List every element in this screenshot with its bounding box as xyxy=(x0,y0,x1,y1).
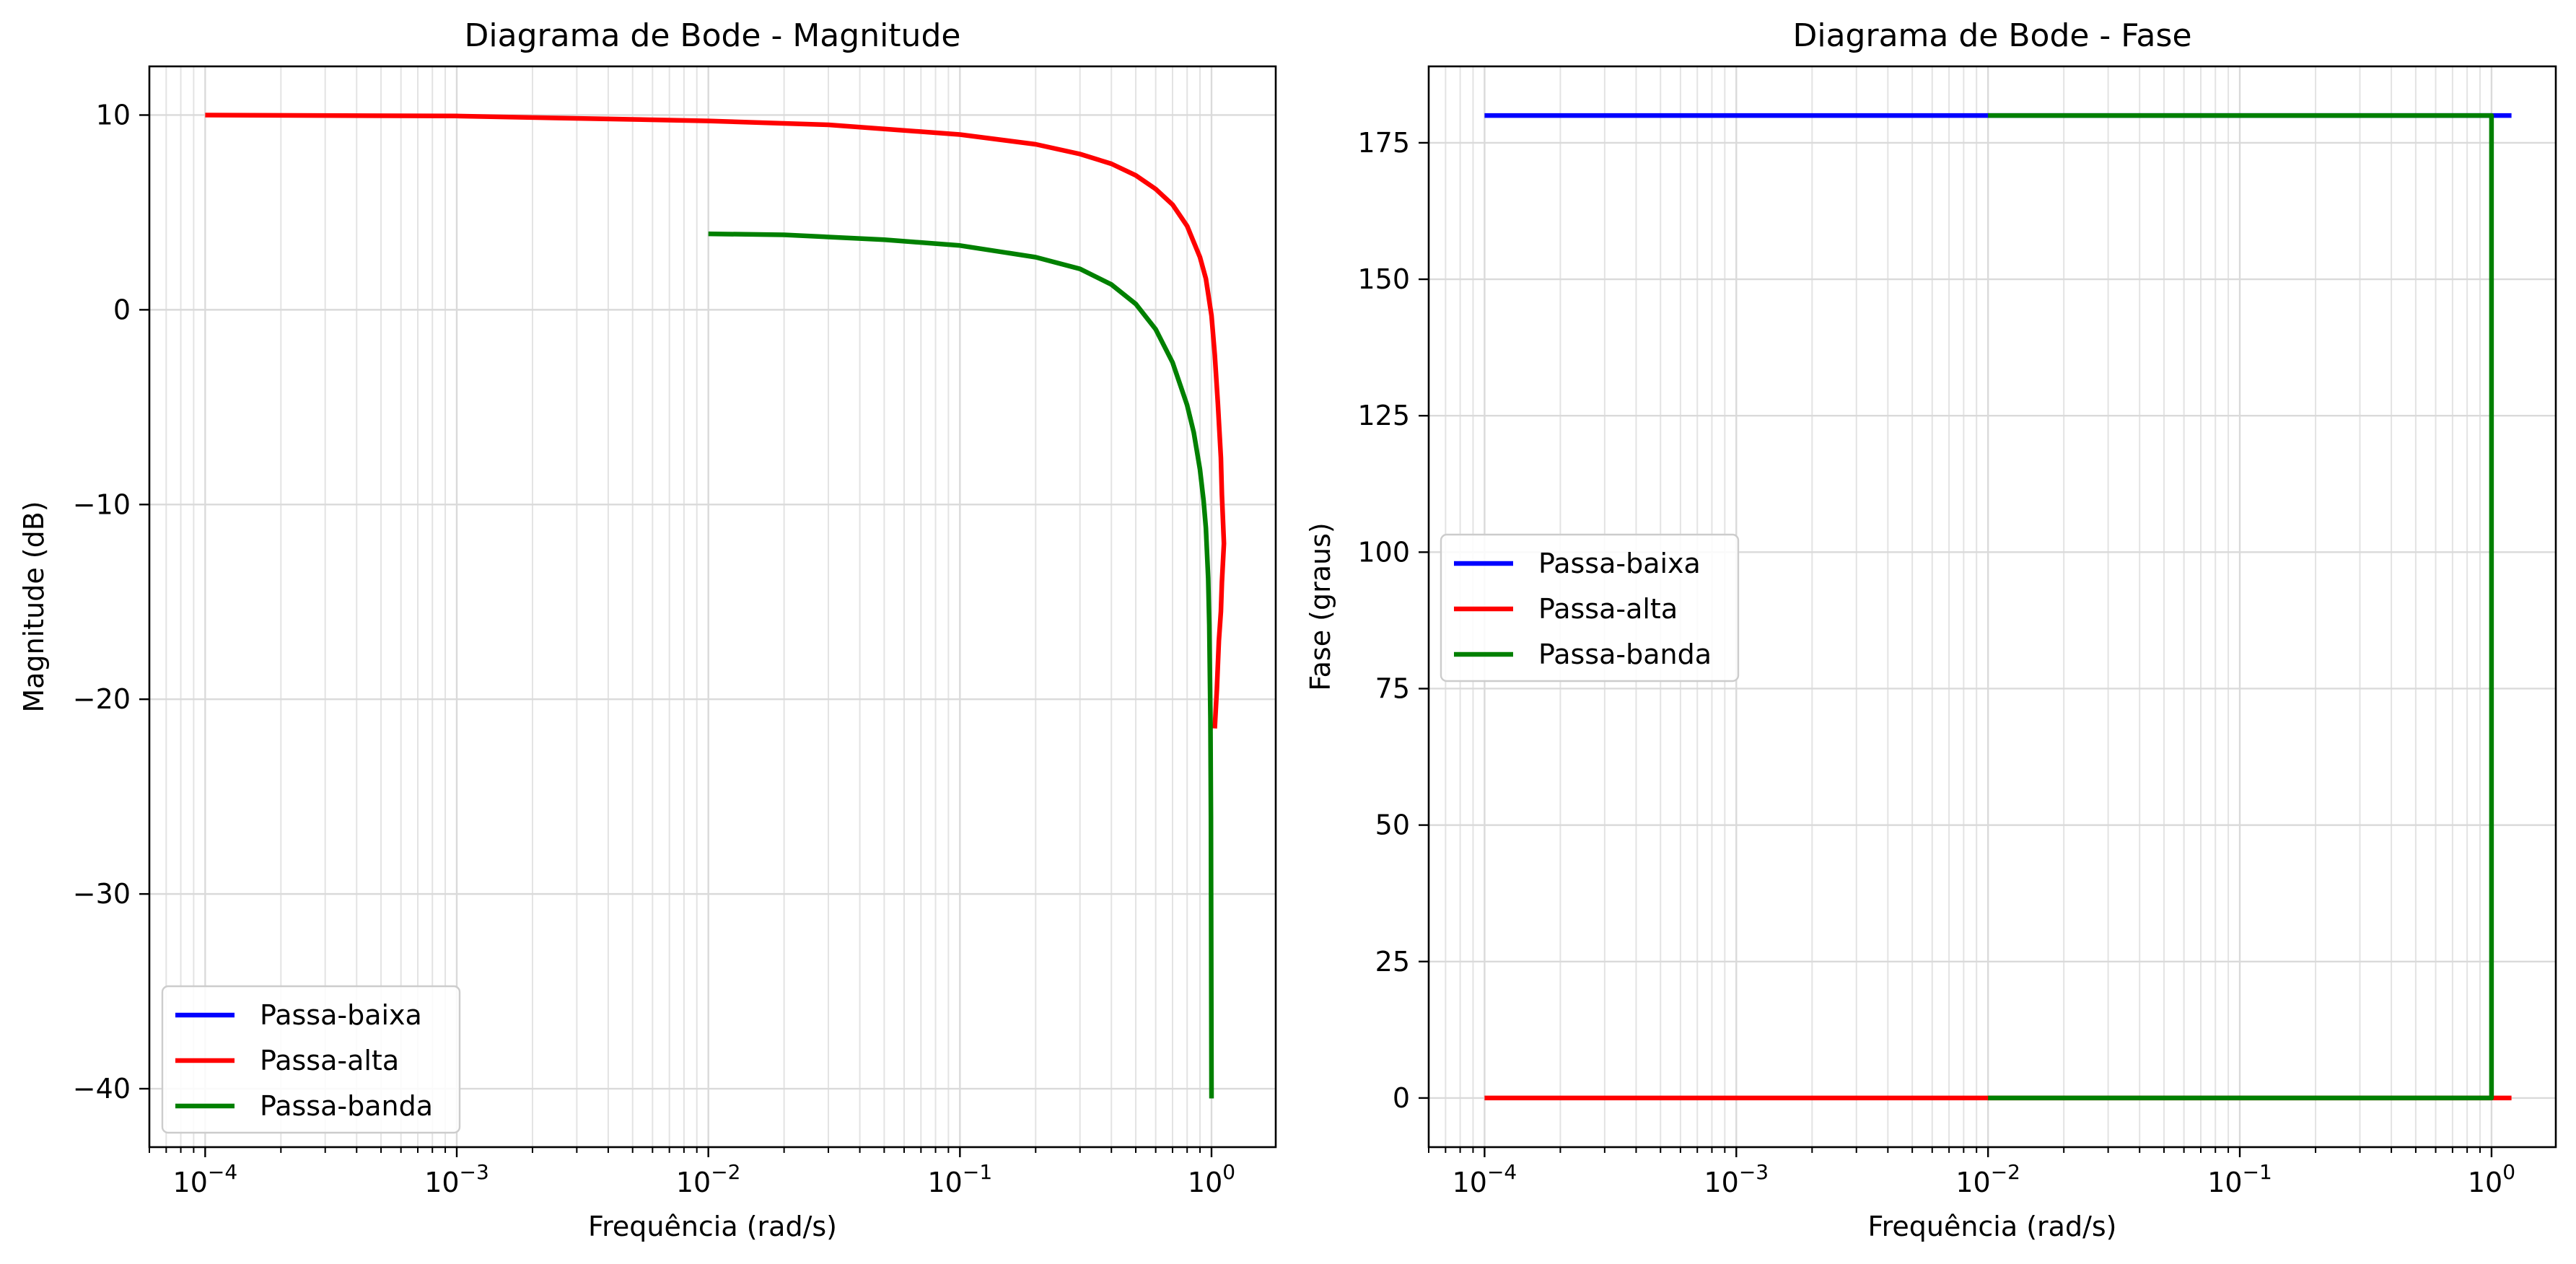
legend-label: Passa-banda xyxy=(1538,638,1712,670)
x-tick-label: 10−3 xyxy=(1704,1160,1769,1198)
y-tick-label: −20 xyxy=(73,683,131,715)
y-tick-label: 75 xyxy=(1375,672,1410,704)
x-tick-label: 10−1 xyxy=(2207,1160,2272,1198)
y-tick-label: 10 xyxy=(96,99,131,131)
series-group xyxy=(205,113,1227,1099)
legend-box xyxy=(161,985,461,1134)
y-tick-label: 50 xyxy=(1375,809,1410,841)
series-group xyxy=(1484,113,2512,1101)
y-tick-label: 0 xyxy=(113,294,131,325)
legend-label: Passa-banda xyxy=(260,1090,433,1122)
legend-label: Passa-alta xyxy=(1538,593,1678,625)
y-tick-label: 100 xyxy=(1357,536,1410,568)
x-tick-label: 10−4 xyxy=(1453,1160,1517,1198)
legend-label: Passa-alta xyxy=(260,1045,399,1076)
x-tick-label: 100 xyxy=(1188,1160,1235,1198)
legend-label: Passa-baixa xyxy=(260,999,422,1031)
series-line-passa-banda xyxy=(708,231,1214,1099)
y-tick-label: 175 xyxy=(1357,127,1410,159)
chart-panel-0: 10−4 10−3 10−2 10−1 100100−10−20−30−40Diagra… xyxy=(18,17,1277,1242)
legend-box xyxy=(1440,533,1740,683)
y-axis-label: Magnitude (dB) xyxy=(18,501,50,712)
legend-label: Passa-baixa xyxy=(1538,548,1701,579)
grid xyxy=(1428,66,2556,1147)
chart-title: Diagrama de Bode - Magnitude xyxy=(465,17,961,54)
x-tick-label: 10−2 xyxy=(1955,1160,2020,1198)
x-tick-label: 10−4 xyxy=(173,1160,238,1198)
x-tick-label: 100 xyxy=(2468,1160,2515,1198)
x-tick-label: 10−3 xyxy=(424,1160,489,1198)
axes-frame xyxy=(148,65,1277,1149)
y-tick-label: 125 xyxy=(1357,400,1410,431)
y-tick-label: −10 xyxy=(73,488,131,520)
axes-frame xyxy=(1427,65,2557,1149)
x-tick-label: 10−1 xyxy=(928,1160,993,1198)
chart-title: Diagrama de Bode - Fase xyxy=(1792,17,2191,54)
series-line-passa-banda xyxy=(1988,113,2494,1101)
y-axis-label: Fase (graus) xyxy=(1305,522,1336,690)
legend: Passa-baixa Passa-alta Passa-banda xyxy=(1440,533,1740,683)
y-tick-label: 150 xyxy=(1357,263,1410,295)
x-axis-label: Frequência (rad/s) xyxy=(1867,1211,2116,1242)
y-tick-label: 25 xyxy=(1375,946,1410,978)
y-tick-label: 0 xyxy=(1393,1082,1410,1114)
x-tick-label: 10−2 xyxy=(676,1160,741,1198)
x-axis-label: Frequência (rad/s) xyxy=(588,1211,837,1242)
legend: Passa-baixa Passa-alta Passa-banda xyxy=(161,985,461,1134)
chart-panel-1: 10−4 10−3 10−2 10−1 100 175 150 125 100 75 50 25 0 Di… xyxy=(1305,17,2557,1242)
grid xyxy=(149,66,1276,1147)
series-line-passa-alta xyxy=(205,113,1227,729)
y-tick-label: −40 xyxy=(73,1073,131,1105)
y-tick-label: −30 xyxy=(73,878,131,910)
